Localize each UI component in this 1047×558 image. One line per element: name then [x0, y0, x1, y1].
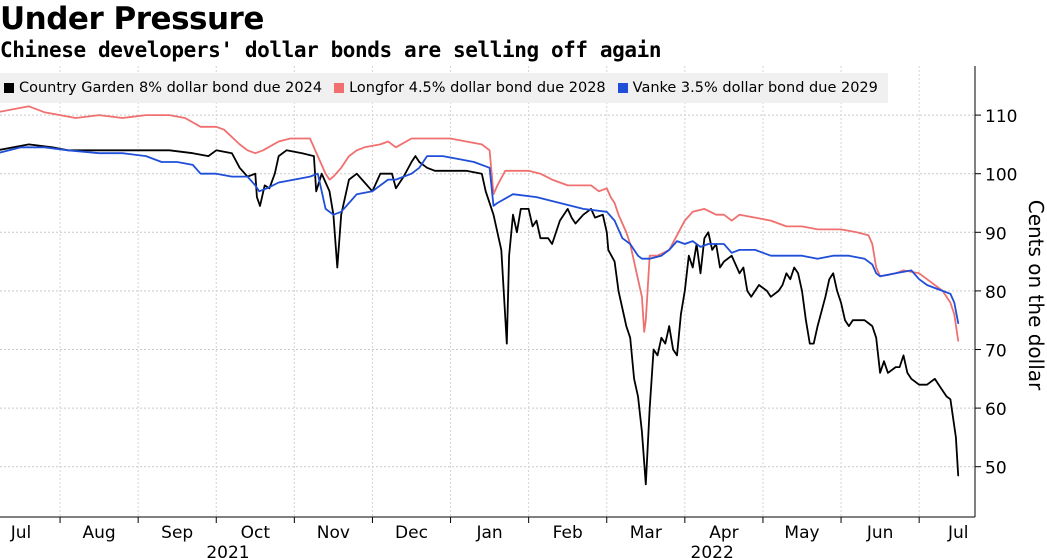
chart-subtitle: Chinese developers' dollar bonds are sel… — [0, 38, 662, 62]
x-tick-label: Jan — [475, 523, 502, 543]
series-line — [0, 105, 960, 342]
y-tick-label: 70 — [985, 342, 1007, 362]
x-year-label: 2022 — [691, 543, 734, 558]
legend-swatch — [4, 83, 14, 93]
chart-title: Under Pressure — [0, 1, 264, 37]
x-year-label: 2021 — [206, 543, 249, 558]
y-tick-label: 100 — [985, 166, 1017, 186]
x-tick-label: Jun — [866, 523, 894, 543]
x-tick-label: Mar — [630, 523, 662, 543]
x-tick-label: May — [784, 523, 819, 543]
legend-swatch — [334, 83, 345, 93]
x-tick-label: Nov — [317, 523, 350, 543]
x-tick-label: Dec — [395, 523, 428, 543]
legend-label: Vanke 3.5% dollar bond due 2029 — [632, 80, 878, 96]
y-tick-label: 50 — [985, 459, 1007, 479]
legend-item: Longfor 4.5% dollar bond due 2028 — [334, 80, 606, 96]
x-tick-label: Jul — [10, 523, 32, 543]
legend-label: Longfor 4.5% dollar bond due 2028 — [349, 80, 606, 96]
x-tick-label: Apr — [709, 523, 738, 543]
y-tick-label: 60 — [985, 400, 1007, 420]
y-tick-label: 90 — [985, 224, 1007, 244]
legend-item: Vanke 3.5% dollar bond due 2029 — [617, 80, 878, 96]
x-tick-label: Sep — [161, 523, 193, 543]
y-tick-label: 110 — [985, 107, 1017, 127]
legend-item: Country Garden 8% dollar bond due 2024 — [4, 80, 322, 96]
y-axis-label: Cents on the dollar — [1024, 199, 1047, 391]
chart-legend: Country Garden 8% dollar bond due 2024 Lo… — [0, 73, 888, 103]
series-line — [0, 146, 960, 325]
legend-label: Country Garden 8% dollar bond due 2024 — [19, 80, 323, 96]
series-line — [0, 143, 960, 486]
x-tick-label: Oct — [241, 523, 271, 543]
x-tick-label: Aug — [82, 523, 115, 543]
x-tick-label: Jul — [947, 523, 969, 543]
x-tick-label: Feb — [553, 523, 583, 543]
legend-swatch — [617, 83, 628, 93]
y-tick-label: 80 — [985, 283, 1007, 303]
